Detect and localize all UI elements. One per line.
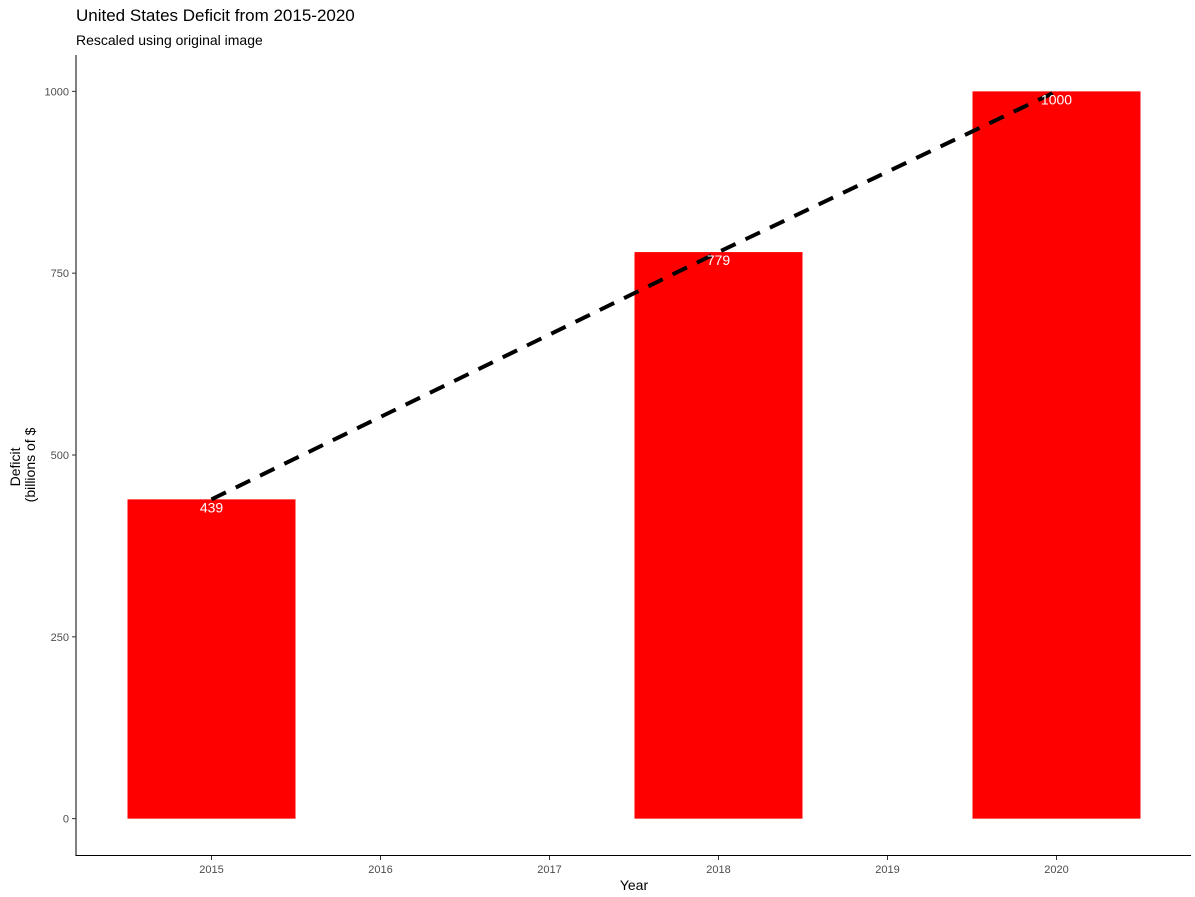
bar-label-2015: 439: [200, 499, 224, 515]
y-axis-title-line-2: (billions of $: [22, 427, 38, 502]
y-tick-label: 500: [51, 450, 69, 462]
bars-layer: [127, 91, 1141, 819]
y-tick-label: 0: [63, 814, 69, 826]
trend-line: [210, 89, 1058, 502]
x-tick-label: 2016: [368, 864, 392, 876]
x-tick-label: 2018: [706, 864, 730, 876]
y-axis-ticks: 0 250 500 750 1000: [45, 86, 76, 826]
x-axis-ticks: 2015 2016 2017 2018 2019 2020: [199, 856, 1069, 876]
bar-labels-layer: 439 779 1000: [200, 91, 1072, 515]
y-axis-title-line-1: Deficit: [7, 447, 23, 486]
y-tick-label: 1000: [45, 86, 69, 98]
bar-label-2020: 1000: [1041, 91, 1072, 107]
y-tick-label: 250: [51, 632, 69, 644]
x-tick-label: 2017: [537, 864, 561, 876]
y-tick-label: 750: [51, 268, 69, 280]
trend-line-layer: [210, 89, 1058, 502]
bar-2018: [634, 252, 803, 819]
chart-subtitle: Rescaled using original image: [76, 32, 263, 48]
y-axis-title: Deficit (billions of $: [7, 427, 38, 502]
bar-label-2018: 779: [707, 252, 731, 268]
x-tick-label: 2019: [875, 864, 899, 876]
x-tick-label: 2015: [199, 864, 223, 876]
bar-2015: [127, 499, 296, 819]
chart-title: United States Deficit from 2015-2020: [76, 6, 355, 25]
x-axis-title: Year: [620, 877, 649, 893]
bar-2020: [972, 91, 1141, 819]
x-tick-label: 2020: [1044, 864, 1068, 876]
